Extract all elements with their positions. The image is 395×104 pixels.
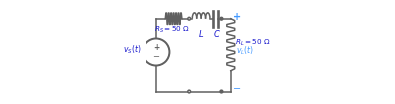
- Text: $v_S(t)$: $v_S(t)$: [123, 44, 142, 56]
- Text: $v_L(t)$: $v_L(t)$: [237, 45, 254, 57]
- Text: $R_L = 50\ \Omega$: $R_L = 50\ \Omega$: [235, 38, 271, 48]
- Circle shape: [188, 90, 190, 93]
- Text: $L$: $L$: [198, 28, 204, 39]
- Text: $C$: $C$: [213, 28, 221, 39]
- Text: $R_S = 50\ \Omega$: $R_S = 50\ \Omega$: [154, 25, 191, 35]
- Text: −: −: [152, 52, 160, 61]
- Text: −: −: [233, 84, 241, 94]
- Circle shape: [188, 17, 190, 20]
- Circle shape: [220, 17, 223, 20]
- Text: +: +: [233, 12, 241, 22]
- Circle shape: [220, 90, 223, 93]
- Text: +: +: [153, 43, 159, 52]
